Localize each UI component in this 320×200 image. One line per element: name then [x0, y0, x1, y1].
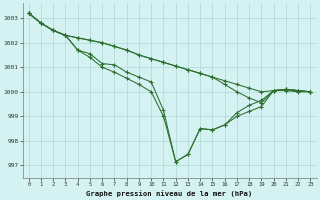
X-axis label: Graphe pression niveau de la mer (hPa): Graphe pression niveau de la mer (hPa): [86, 190, 253, 197]
